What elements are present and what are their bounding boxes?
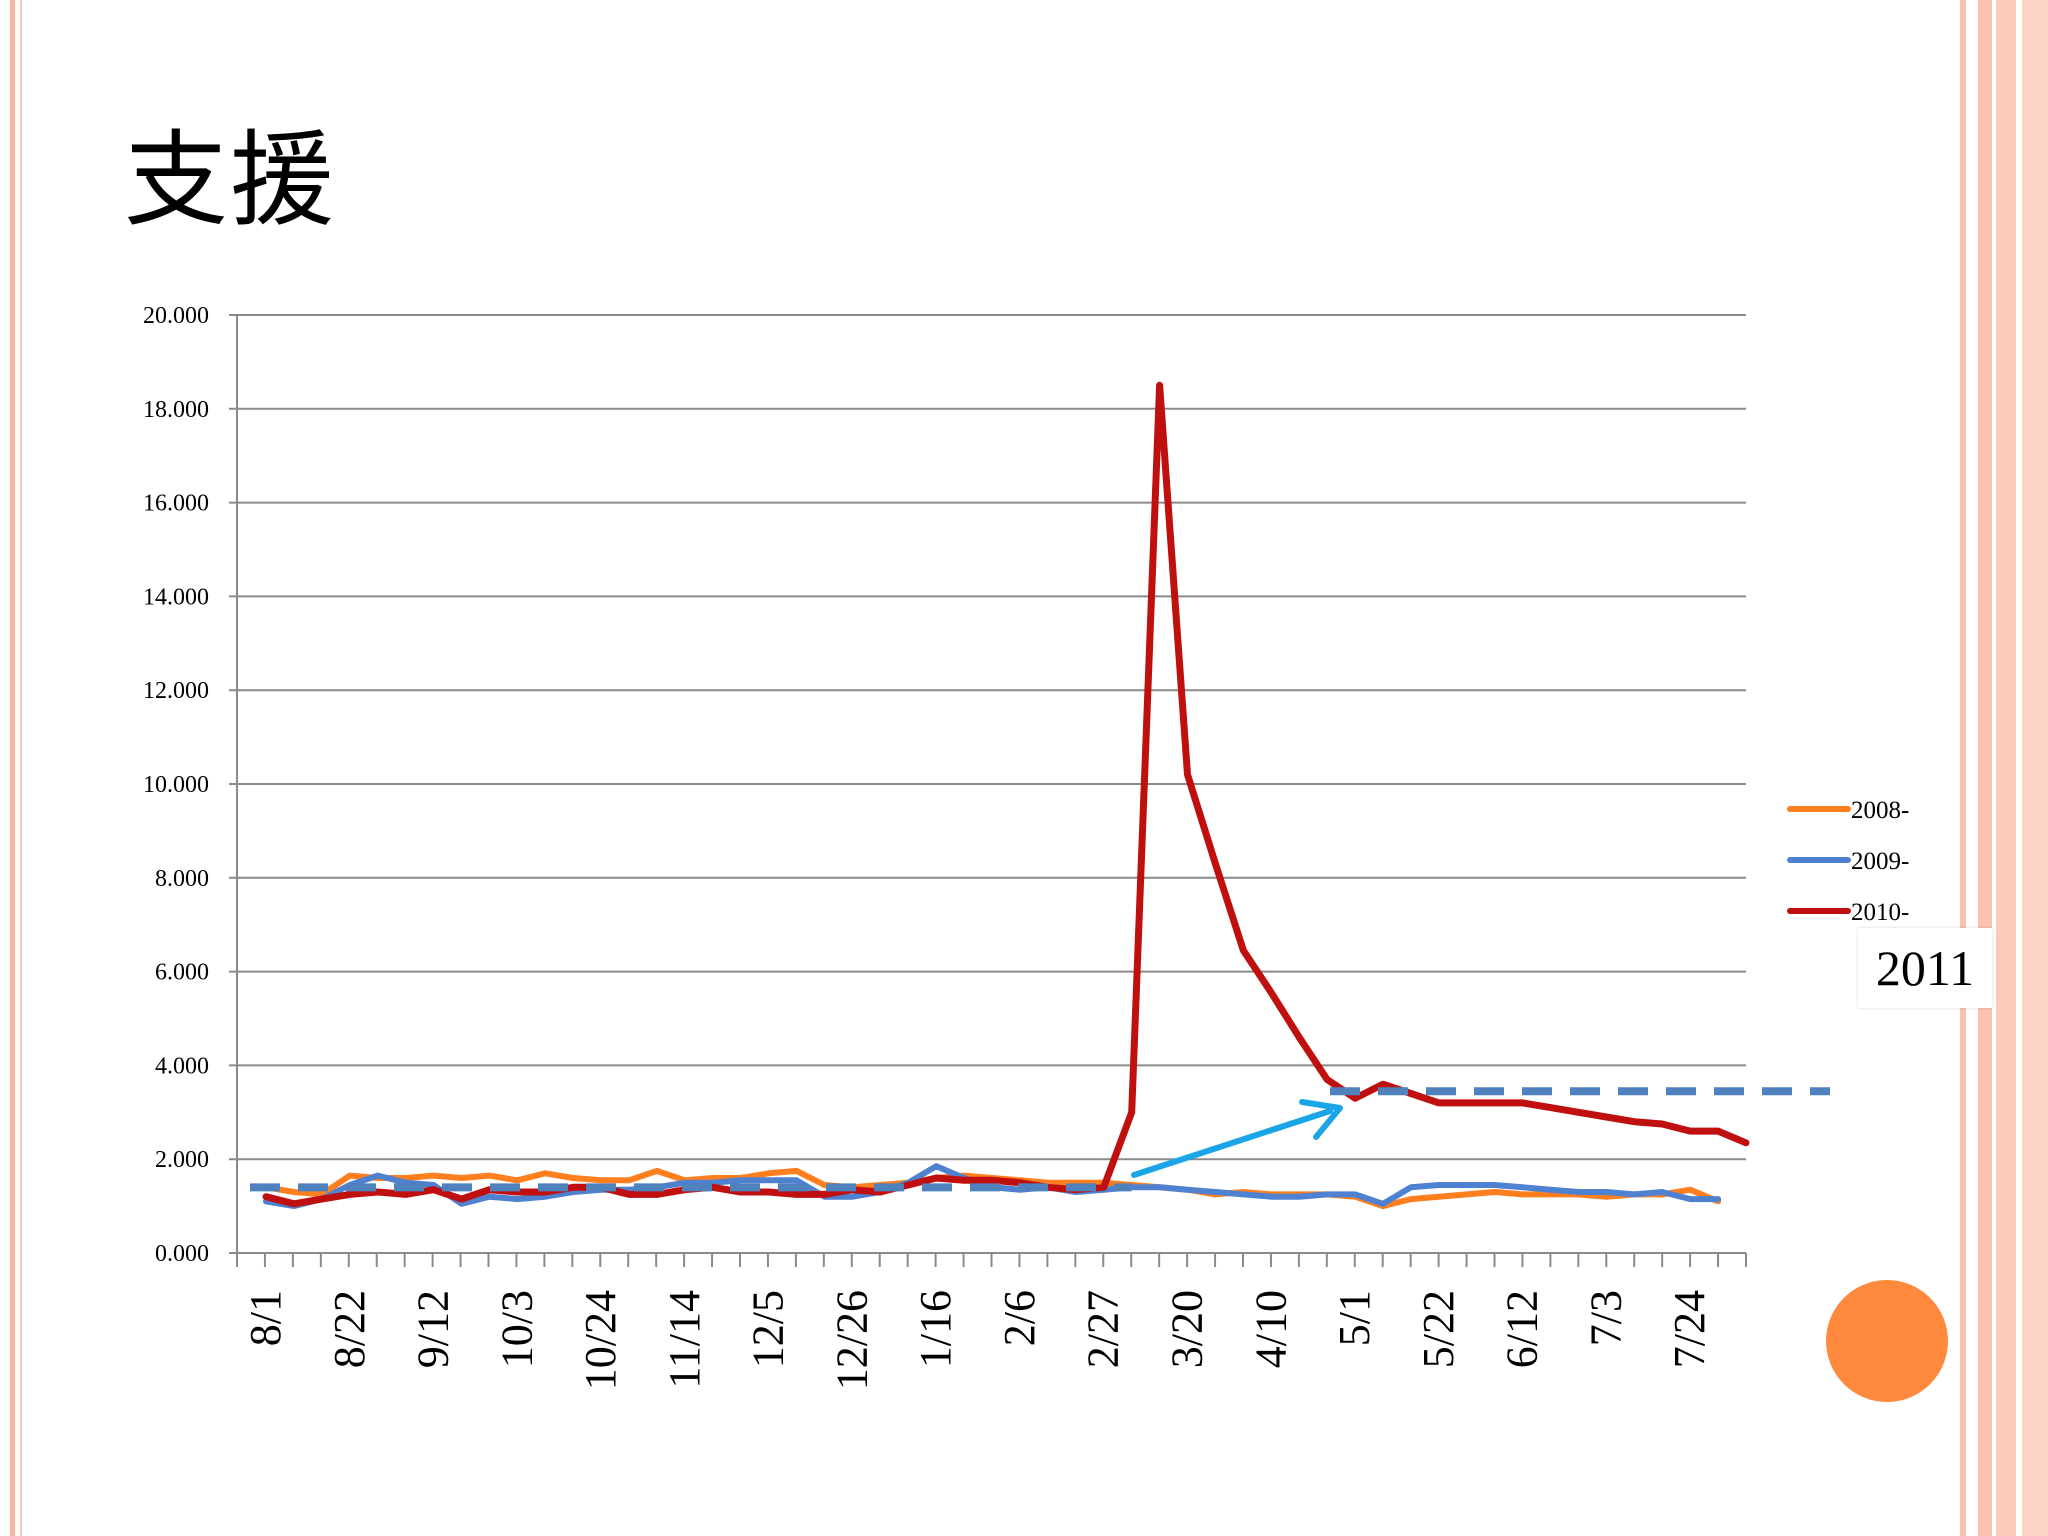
slide-title: 支援 [124, 119, 337, 241]
y-axis: 0.000 2.000 4.000 6.000 8.000 10.000 12.000 14.… [143, 303, 238, 1267]
y-tick-label: 18.000 [143, 397, 209, 423]
series-line-2010 [262, 381, 1750, 1208]
trend-arrow-shaft [1131, 1108, 1333, 1178]
right-border-stripe-2 [1978, 0, 1992, 1536]
y-tick-label: 10.000 [143, 772, 209, 798]
x-tick-label: 1/16 [911, 1290, 960, 1368]
x-tick-label: 9/12 [409, 1290, 458, 1368]
x-tick-label: 2/27 [1079, 1290, 1128, 1368]
trend-arrow-head [1299, 1099, 1343, 1140]
y-tick-label: 6.000 [155, 960, 209, 986]
right-border-stripe-1 [1960, 0, 1966, 1536]
x-axis: 8/1 8/22 9/12 10/3 10/24 11/14 12/5 12/26 1/16 2/… [236, 1252, 1747, 1390]
y-tick-label: 12.000 [143, 678, 209, 704]
x-tick-label: 4/10 [1246, 1290, 1295, 1368]
y-tick-label: 4.000 [155, 1053, 209, 1079]
decorative-orange-circle [1826, 1280, 1948, 1402]
x-tick-label: 2/6 [995, 1290, 1044, 1346]
x-tick-label: 12/5 [744, 1290, 793, 1368]
left-border-line [20, 0, 22, 1536]
left-border-stripe [10, 0, 15, 1536]
reference-lines [250, 1087, 1830, 1192]
legend-label: 2008- [1851, 797, 1909, 824]
x-tick-label: 5/22 [1414, 1290, 1463, 1368]
y-tick-label: 20.000 [143, 303, 209, 329]
y-tick-label: 8.000 [155, 866, 209, 892]
right-border-stripe-3 [1996, 0, 2016, 1536]
chart-annotations [1131, 1099, 1343, 1178]
x-tick-label: 12/26 [827, 1290, 876, 1390]
chart-legend: 2008- 2009- 2010- [1787, 797, 1909, 926]
y-tick-label: 16.000 [143, 491, 209, 517]
year-annotation: 2011 [1858, 928, 1992, 1008]
right-border-stripe-4 [2022, 0, 2048, 1536]
x-tick-label: 3/20 [1163, 1290, 1212, 1368]
legend-label: 2009- [1851, 848, 1909, 875]
x-tick-label: 10/24 [576, 1290, 625, 1390]
x-tick-label: 8/22 [325, 1290, 374, 1368]
y-tick-label: 14.000 [143, 584, 209, 610]
x-tick-label: 5/1 [1330, 1290, 1379, 1346]
x-tick-label: 10/3 [492, 1290, 541, 1368]
y-tick-label: 0.000 [155, 1241, 209, 1267]
x-tick-label: 11/14 [660, 1290, 709, 1389]
x-tick-label: 6/12 [1498, 1290, 1547, 1368]
legend-label: 2010- [1851, 899, 1909, 926]
x-tick-label: 7/24 [1665, 1290, 1714, 1368]
chart-series [262, 381, 1750, 1210]
x-tick-label: 7/3 [1581, 1290, 1630, 1346]
x-tick-label: 8/1 [241, 1290, 290, 1346]
y-tick-label: 2.000 [155, 1147, 209, 1173]
chart-gridlines [229, 314, 1746, 1254]
